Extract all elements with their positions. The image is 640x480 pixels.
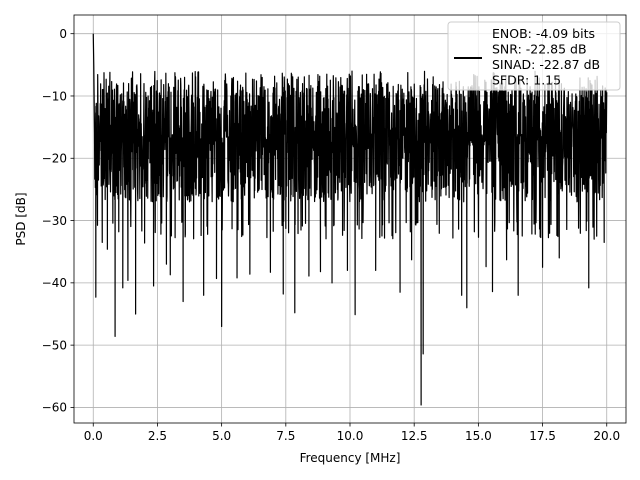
legend: ENOB: -4.09 bits SNR: -22.85 dB SINAD: -… — [447, 21, 621, 91]
y-tick-label: 0 — [59, 27, 67, 41]
x-tick-label: 0.0 — [84, 429, 103, 443]
x-tick-label: 15.0 — [465, 429, 492, 443]
y-tick-label: −30 — [42, 214, 67, 228]
y-tick-label: −50 — [42, 338, 67, 352]
legend-entry-enob: ENOB: -4.09 bits — [492, 26, 595, 41]
x-tick-label: 17.5 — [529, 429, 556, 443]
x-tick-label: 20.0 — [593, 429, 620, 443]
x-axis-ticks: 0.0 2.5 5.0 7.5 10.0 12.5 15.0 17.5 20.0 — [84, 423, 620, 443]
x-tick-label: 12.5 — [401, 429, 428, 443]
x-tick-label: 5.0 — [212, 429, 231, 443]
legend-entry-snr: SNR: -22.85 dB — [492, 42, 587, 57]
y-tick-label: −10 — [42, 89, 67, 103]
x-tick-label: 7.5 — [276, 429, 295, 443]
x-tick-label: 2.5 — [148, 429, 167, 443]
legend-entry-sfdr: SFDR: 1.15 — [492, 73, 561, 88]
x-tick-label: 10.0 — [337, 429, 364, 443]
y-tick-label: −60 — [42, 401, 67, 415]
y-tick-label: −40 — [42, 276, 67, 290]
y-axis-label: PSD [dB] — [14, 192, 28, 245]
y-tick-label: −20 — [42, 152, 67, 166]
legend-box — [447, 21, 621, 91]
x-axis-label: Frequency [MHz] — [300, 451, 401, 465]
y-axis-ticks: 0 −10 −20 −30 −40 −50 −60 — [42, 27, 74, 415]
legend-entry-sinad: SINAD: -22.87 dB — [492, 57, 600, 72]
